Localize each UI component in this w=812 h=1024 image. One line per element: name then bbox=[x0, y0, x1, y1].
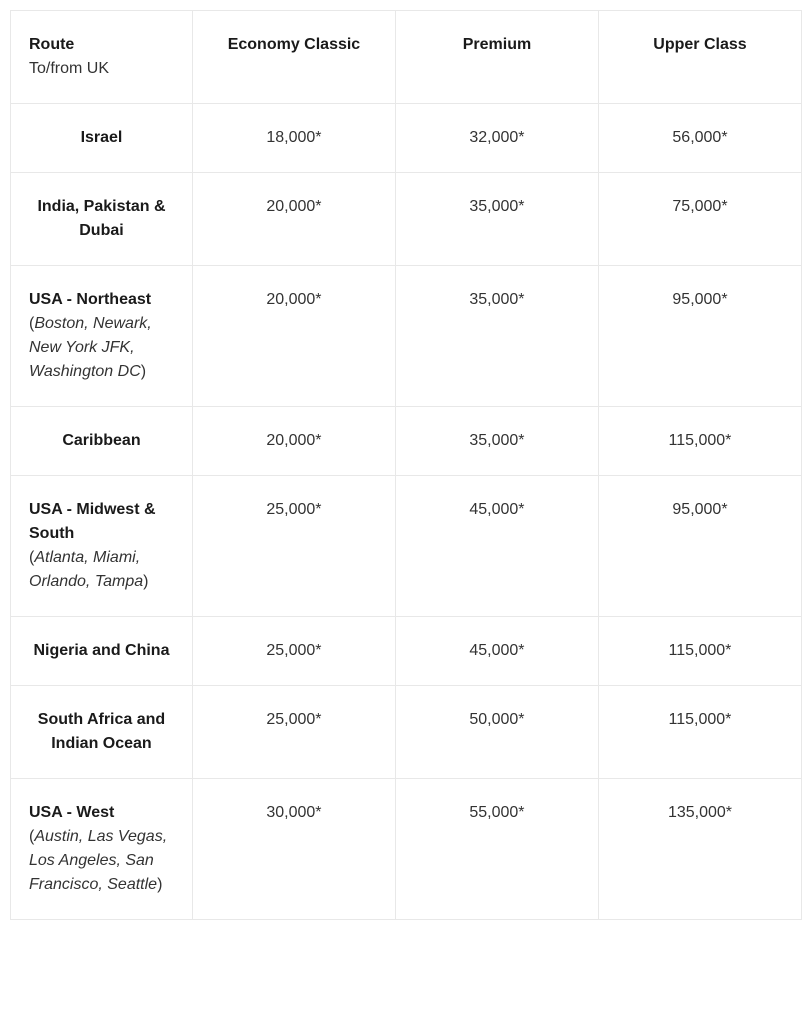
route-cell: USA - Midwest & South (Atlanta, Miami, Or… bbox=[11, 476, 193, 617]
table-row: USA - West (Austin, Las Vegas, Los Angele… bbox=[11, 779, 802, 920]
table-row: India, Pakistan & Dubai 20,000*35,000*75,… bbox=[11, 173, 802, 266]
premium-cell: 35,000* bbox=[395, 266, 598, 407]
premium-cell: 35,000* bbox=[395, 407, 598, 476]
upper-cell: 115,000* bbox=[598, 617, 801, 686]
route-detail: (Austin, Las Vegas, Los Angeles, San Fra… bbox=[29, 828, 167, 893]
route-name: South Africa and Indian Ocean bbox=[38, 711, 165, 752]
table-body: Israel18,000*32,000*56,000*India, Pakist… bbox=[11, 104, 802, 920]
route-name: USA - Northeast bbox=[29, 291, 151, 308]
table-row: South Africa and Indian Ocean 25,000*50,0… bbox=[11, 686, 802, 779]
upper-cell: 75,000* bbox=[598, 173, 801, 266]
economy-cell: 25,000* bbox=[192, 686, 395, 779]
route-name: India, Pakistan & Dubai bbox=[37, 198, 165, 239]
upper-cell: 56,000* bbox=[598, 104, 801, 173]
route-cell: South Africa and Indian Ocean bbox=[11, 686, 193, 779]
upper-cell: 95,000* bbox=[598, 266, 801, 407]
route-detail: (Atlanta, Miami, Orlando, Tampa) bbox=[29, 549, 148, 590]
premium-cell: 50,000* bbox=[395, 686, 598, 779]
header-row: Route To/from UK Economy Classic Premium… bbox=[11, 11, 802, 104]
upper-cell: 115,000* bbox=[598, 407, 801, 476]
premium-cell: 45,000* bbox=[395, 476, 598, 617]
route-header-sublabel: To/from UK bbox=[29, 57, 174, 81]
economy-header-cell: Economy Classic bbox=[192, 11, 395, 104]
route-cell: Israel bbox=[11, 104, 193, 173]
pricing-table: Route To/from UK Economy Classic Premium… bbox=[10, 10, 802, 920]
economy-cell: 20,000* bbox=[192, 173, 395, 266]
economy-cell: 25,000* bbox=[192, 617, 395, 686]
route-cell: Caribbean bbox=[11, 407, 193, 476]
route-cell: USA - West (Austin, Las Vegas, Los Angele… bbox=[11, 779, 193, 920]
route-header-label: Route bbox=[29, 33, 174, 57]
premium-cell: 32,000* bbox=[395, 104, 598, 173]
table-header: Route To/from UK Economy Classic Premium… bbox=[11, 11, 802, 104]
table-row: USA - Midwest & South (Atlanta, Miami, Or… bbox=[11, 476, 802, 617]
route-name: USA - West bbox=[29, 804, 114, 821]
economy-cell: 20,000* bbox=[192, 407, 395, 476]
economy-cell: 25,000* bbox=[192, 476, 395, 617]
economy-cell: 18,000* bbox=[192, 104, 395, 173]
upper-cell: 95,000* bbox=[598, 476, 801, 617]
premium-header-cell: Premium bbox=[395, 11, 598, 104]
route-cell: Nigeria and China bbox=[11, 617, 193, 686]
table-row: Israel 18,000*32,000*56,000* bbox=[11, 104, 802, 173]
table-row: Caribbean 20,000*35,000*115,000* bbox=[11, 407, 802, 476]
route-cell: India, Pakistan & Dubai bbox=[11, 173, 193, 266]
premium-cell: 45,000* bbox=[395, 617, 598, 686]
route-cell: USA - Northeast (Boston, Newark, New York… bbox=[11, 266, 193, 407]
economy-cell: 20,000* bbox=[192, 266, 395, 407]
route-name: USA - Midwest & South bbox=[29, 501, 156, 542]
economy-cell: 30,000* bbox=[192, 779, 395, 920]
premium-cell: 55,000* bbox=[395, 779, 598, 920]
table-row: USA - Northeast (Boston, Newark, New York… bbox=[11, 266, 802, 407]
upper-cell: 115,000* bbox=[598, 686, 801, 779]
upper-cell: 135,000* bbox=[598, 779, 801, 920]
table-row: Nigeria and China 25,000*45,000*115,000* bbox=[11, 617, 802, 686]
route-name: Caribbean bbox=[62, 432, 140, 449]
premium-cell: 35,000* bbox=[395, 173, 598, 266]
route-detail: (Boston, Newark, New York JFK, Washingto… bbox=[29, 315, 152, 380]
route-name: Israel bbox=[81, 129, 123, 146]
upper-header-cell: Upper Class bbox=[598, 11, 801, 104]
route-name: Nigeria and China bbox=[33, 642, 169, 659]
route-header-cell: Route To/from UK bbox=[11, 11, 193, 104]
